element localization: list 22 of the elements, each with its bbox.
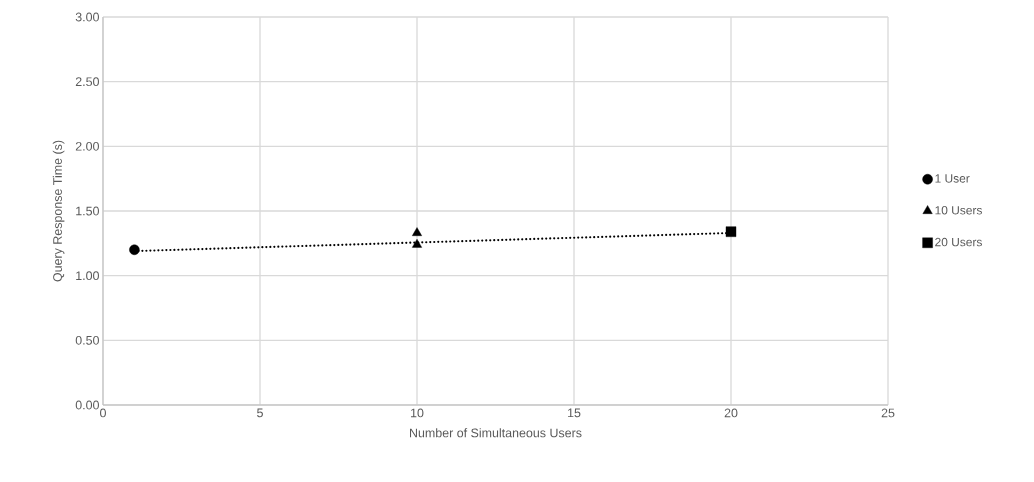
point	[412, 238, 422, 248]
legend-label: 10 Users	[935, 206, 982, 215]
y-tick-label: 2.00	[75, 141, 99, 151]
x-tick-label: 5	[257, 408, 263, 418]
y-tick-label: 1.50	[76, 206, 99, 216]
y-tick-label: 2.50	[75, 77, 99, 87]
x-axis-title: Number of Simultaneous Users	[410, 428, 582, 438]
x-tick-label: 0	[100, 408, 106, 418]
x-tick-label: 20	[724, 408, 738, 418]
x-tick-label: 10	[411, 408, 424, 418]
legend-label: 20 Users	[935, 237, 982, 247]
y-tick-label: 1.00	[76, 271, 99, 281]
legend-label: 1 User	[935, 174, 970, 183]
point	[725, 226, 737, 237]
x-tick-label: 25	[881, 408, 895, 418]
y-tick-label: 0.50	[75, 335, 99, 345]
point	[412, 227, 422, 236]
x-tick-label: 15	[568, 408, 581, 418]
y-tick-label: 3.00	[75, 12, 99, 22]
point	[129, 244, 140, 255]
y-tick-label: 0.00	[75, 400, 99, 410]
y-axis-title: Query Response Time (s)	[52, 140, 65, 282]
